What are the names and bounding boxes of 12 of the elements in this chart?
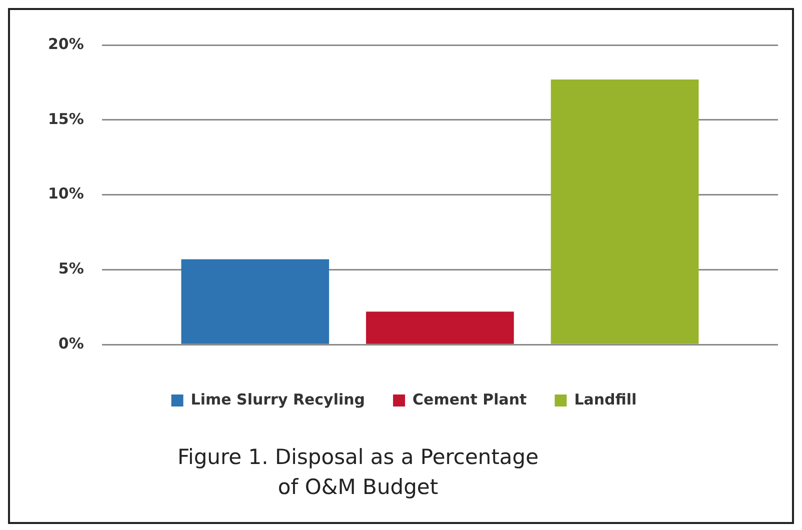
legend-label: Landfill	[574, 390, 637, 408]
caption: Figure 1. Disposal as a Percentage of O&M Budget	[176, 444, 540, 501]
y-tick-label: 10%	[48, 184, 84, 203]
y-tick-label: 15%	[48, 110, 84, 128]
legend-label: Cement Plant	[412, 390, 527, 408]
legend-label: Lime Slurry Recyling	[190, 390, 366, 408]
y-tick-label: 20%	[48, 34, 84, 53]
y-tick-label: 0%	[58, 334, 84, 352]
bar	[181, 259, 330, 344]
bar	[366, 312, 514, 344]
bar	[550, 79, 699, 344]
y-tick-label: 5%	[58, 260, 84, 278]
